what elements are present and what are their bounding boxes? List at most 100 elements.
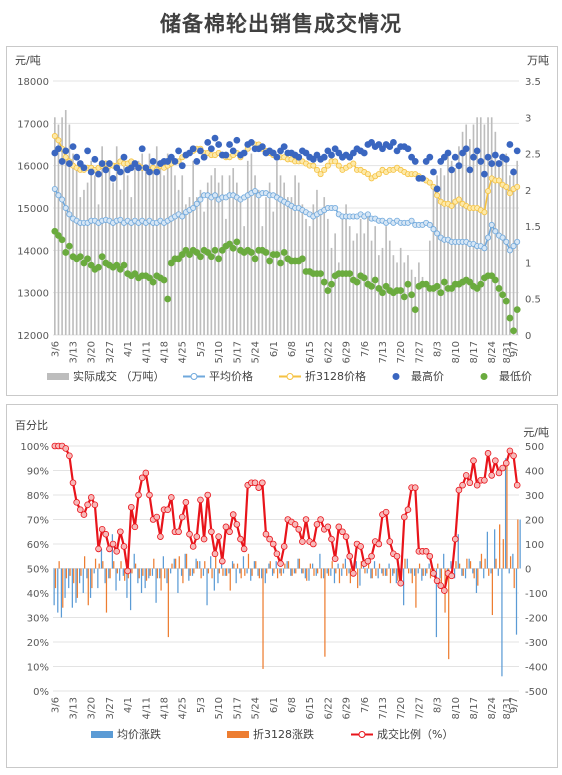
- bar: [377, 568, 379, 579]
- y2-tick-label: 0.5: [525, 295, 541, 306]
- scatter-point: [346, 270, 354, 278]
- line-point: [135, 491, 142, 499]
- bar: [381, 568, 383, 574]
- bar: [290, 568, 292, 576]
- line-point: [506, 447, 514, 455]
- scatter-point: [84, 255, 91, 263]
- line-point: [492, 228, 499, 235]
- scatter-point: [120, 153, 128, 161]
- scatter-point: [466, 166, 474, 174]
- bar: [149, 568, 151, 576]
- bar: [468, 558, 470, 569]
- bar: [335, 568, 337, 574]
- scatter-point: [433, 282, 441, 290]
- bar: [504, 458, 507, 569]
- bar: [348, 226, 351, 335]
- bar: [177, 189, 180, 335]
- bar: [513, 568, 515, 589]
- bar: [294, 175, 296, 335]
- y-tick-label: 12000: [17, 331, 49, 342]
- scatter-point: [215, 255, 223, 263]
- line-point: [269, 540, 277, 548]
- bar: [224, 568, 226, 576]
- x-tick-label: 6/22: [323, 341, 334, 363]
- bar: [104, 160, 107, 335]
- bar: [231, 561, 234, 569]
- bar: [301, 204, 304, 335]
- line-point: [430, 570, 437, 577]
- scatter-point: [87, 168, 95, 176]
- scatter-point: [277, 259, 284, 267]
- bar: [120, 561, 122, 569]
- bar: [236, 182, 238, 335]
- bar: [175, 558, 177, 569]
- y-tick-label: 13000: [17, 289, 49, 300]
- bar: [443, 175, 446, 335]
- bar: [264, 568, 266, 584]
- y2-tick-label: 3.5: [525, 77, 541, 88]
- line-point: [313, 521, 321, 528]
- scatter-point: [491, 151, 499, 159]
- bar: [102, 561, 104, 569]
- bar: [68, 124, 71, 335]
- bar: [440, 568, 443, 589]
- x-tick-label: 6/29: [342, 697, 353, 719]
- x-tick-label: 8/24: [487, 697, 498, 719]
- bar: [268, 563, 270, 569]
- line-point: [62, 204, 69, 211]
- scatter-point: [470, 153, 477, 161]
- legend-marker: [286, 373, 294, 380]
- line-point: [178, 513, 186, 521]
- line-point: [218, 557, 226, 565]
- bar: [404, 558, 406, 569]
- line-point: [328, 535, 335, 543]
- bar: [392, 568, 394, 576]
- scatter-point: [55, 145, 62, 153]
- bar: [202, 568, 205, 576]
- bar: [348, 568, 350, 574]
- y2-tick-label: 0: [525, 565, 531, 576]
- line-point: [211, 550, 219, 558]
- bar: [97, 568, 99, 589]
- line-point: [510, 452, 517, 460]
- line-point: [441, 587, 448, 594]
- line-point: [434, 192, 441, 199]
- bar: [180, 568, 183, 576]
- bar: [512, 168, 515, 335]
- bar: [308, 226, 311, 335]
- scatter-point: [69, 143, 77, 151]
- line-point: [470, 457, 477, 464]
- line-point: [222, 523, 230, 531]
- bar: [206, 568, 208, 606]
- line-point: [488, 472, 496, 479]
- x-tick-label: 4/11: [141, 697, 152, 719]
- line-point: [422, 548, 430, 555]
- y-tick-label: 0%: [33, 687, 49, 698]
- line-point: [226, 528, 233, 536]
- bar: [126, 568, 128, 598]
- bar: [334, 233, 336, 335]
- y-tick-label: 70%: [27, 516, 49, 527]
- line-point: [91, 501, 99, 509]
- line-point: [168, 494, 175, 501]
- y2-tick-label: -200: [525, 614, 548, 625]
- scatter-point: [207, 145, 215, 153]
- line-point: [401, 513, 408, 521]
- x-tick-label: 3/6: [50, 341, 61, 357]
- line-point: [280, 543, 288, 550]
- line-point: [386, 538, 394, 545]
- line-point: [321, 166, 328, 173]
- line-point: [109, 540, 117, 548]
- scatter-point: [204, 138, 212, 146]
- line-point: [481, 209, 488, 216]
- bar: [257, 189, 260, 335]
- bar: [487, 117, 489, 335]
- scatter-point: [360, 274, 368, 282]
- line-point: [146, 491, 153, 499]
- x-tick-label: 8/3: [433, 341, 444, 357]
- scatter-point: [207, 253, 215, 261]
- bar: [75, 568, 77, 603]
- bar: [188, 568, 190, 581]
- bar: [382, 568, 384, 576]
- bar: [75, 168, 78, 335]
